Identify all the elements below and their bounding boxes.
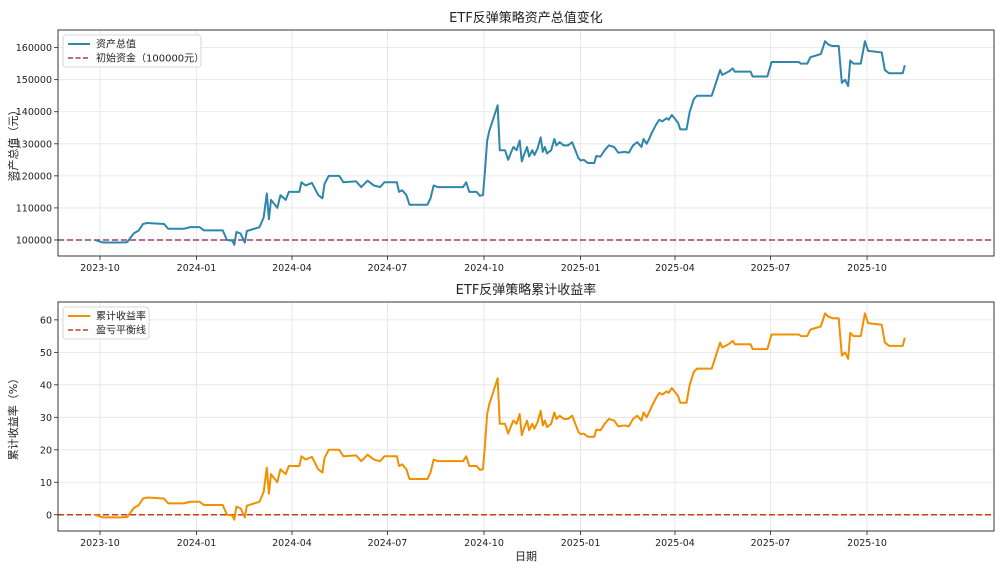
- legend-label: 盈亏平衡线: [96, 324, 146, 337]
- y-axis-label: 累计收益率（%）: [6, 373, 20, 460]
- x-axis-label: 日期: [515, 550, 537, 563]
- x-tick-label: 2025-01: [561, 263, 601, 274]
- series-line: [94, 312, 906, 521]
- y-tick-label: 160000: [16, 43, 52, 54]
- plot-frame: [57, 29, 995, 257]
- x-tick-label: 2025-07: [751, 538, 791, 549]
- y-tick-label: 60: [40, 315, 52, 326]
- y-tick-label: 20: [40, 445, 52, 456]
- legend-label: 初始资金（100000元）: [96, 52, 204, 65]
- y-axis-label: 资产总值（元）: [6, 105, 20, 182]
- chart-panel-0: 2023-10 2024-01 2024-04 2024-07 2024-10 2025-…: [6, 10, 995, 274]
- y-tick-label: 30: [40, 413, 52, 424]
- x-tick-label: 2025-07: [751, 263, 791, 274]
- x-tick-label: 2024-07: [368, 263, 408, 274]
- y-tick-label: 150000: [16, 75, 52, 86]
- chart-title: ETF反弹策略累计收益率: [456, 282, 597, 298]
- y-tick-label: 120000: [16, 171, 52, 182]
- legend-box: [62, 34, 202, 68]
- x-tick-label: 2025-10: [847, 538, 887, 549]
- y-tick-label: 10: [40, 478, 52, 489]
- legend-label: 资产总值: [96, 38, 136, 51]
- plot-frame: [57, 301, 995, 532]
- y-tick-label: 40: [40, 380, 52, 391]
- x-tick-label: 2024-07: [368, 538, 408, 549]
- y-tick-label: 110000: [16, 203, 52, 214]
- y-tick-label: 100000: [16, 235, 52, 246]
- x-tick-label: 2025-01: [561, 538, 601, 549]
- y-tick-label: 140000: [16, 107, 52, 118]
- x-tick-label: 2025-10: [847, 263, 887, 274]
- legend-label: 累计收益率: [96, 310, 146, 323]
- x-tick-label: 2023-10: [80, 538, 120, 549]
- x-tick-label: 2024-01: [177, 538, 217, 549]
- x-tick-label: 2025-04: [655, 538, 695, 549]
- chart-panel-1: 2023-10 2024-01 2024-04 2024-07 2024-10 2025-…: [6, 282, 995, 563]
- x-tick-label: 2023-10: [80, 263, 120, 274]
- x-tick-label: 2024-01: [177, 263, 217, 274]
- x-tick-label: 2024-10: [464, 263, 504, 274]
- x-tick-label: 2024-04: [272, 263, 312, 274]
- x-tick-label: 2024-10: [464, 538, 504, 549]
- series-line: [94, 40, 906, 246]
- x-tick-label: 2024-04: [272, 538, 312, 549]
- x-tick-label: 2025-04: [655, 263, 695, 274]
- y-tick-label: 130000: [16, 139, 52, 150]
- chart-title: ETF反弹策略资产总值变化: [449, 10, 603, 26]
- y-tick-label: 0: [46, 510, 52, 521]
- y-tick-label: 50: [40, 348, 52, 359]
